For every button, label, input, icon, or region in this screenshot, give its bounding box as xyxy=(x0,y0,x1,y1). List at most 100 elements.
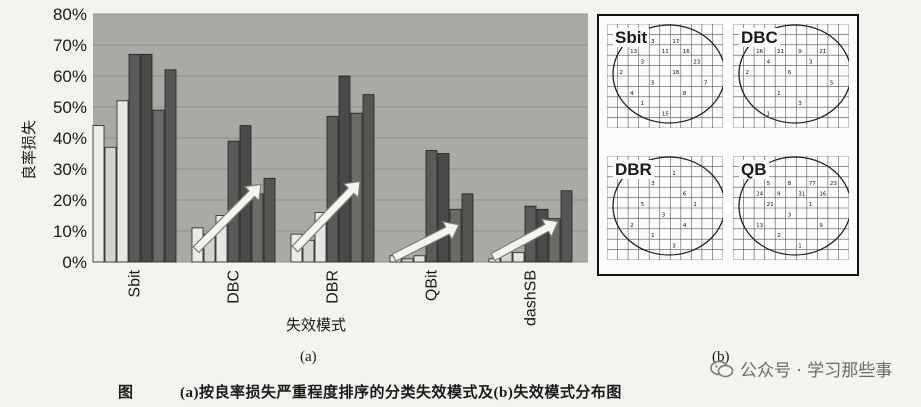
fail-count: 11 xyxy=(662,49,669,55)
bar xyxy=(227,140,240,263)
wafer-map-title: Sbit xyxy=(613,28,650,47)
fail-count: 16 xyxy=(819,192,826,198)
y-axis-label: 良率损失 xyxy=(20,120,38,180)
y-tick-label: 10% xyxy=(53,222,87,241)
fail-count: 5 xyxy=(651,80,655,86)
figure-caption: 图 (a)按良率损失严重程度排序的分类失效模式及(b)失效模式分布图 xyxy=(0,381,921,402)
wafer-map-dbr: 1 3 6 5 1 3 2 4 1 3 DBR xyxy=(607,156,723,260)
fail-count: 6 xyxy=(683,192,687,198)
x-tick-labels: Sbit DBC DBR QBit dashSB xyxy=(127,269,540,326)
bar xyxy=(401,258,414,263)
wafer-map-sbit: 3 17 13 11 16 3 23 2 18 5 7 4 8 15 1 Sbit xyxy=(607,24,723,128)
fail-count: 8 xyxy=(788,181,792,187)
bar xyxy=(461,193,474,263)
bar xyxy=(116,100,129,263)
fail-count: 3 xyxy=(809,60,813,66)
fail-count: 2 xyxy=(620,70,624,76)
fail-count: 3 xyxy=(662,212,666,218)
fail-count: 17 xyxy=(672,39,679,45)
y-tick-label: 80% xyxy=(53,5,87,24)
bar xyxy=(326,115,339,263)
fail-count: 6 xyxy=(788,70,792,76)
fail-count: 1 xyxy=(641,101,645,107)
wafer-map-grid: 3 17 13 11 16 3 23 2 18 5 7 4 8 15 1 xyxy=(607,24,723,128)
fail-count: 3 xyxy=(651,181,655,187)
fail-count: 31 xyxy=(798,192,805,198)
bar xyxy=(425,149,438,263)
trend-arrow xyxy=(291,180,361,253)
fail-count: 23 xyxy=(830,181,837,187)
x-tick-label: DBR xyxy=(325,270,342,304)
fail-count: 21 xyxy=(767,202,774,208)
watermark: 公众号 · 学习那些事 xyxy=(710,356,892,381)
fail-count: 1 xyxy=(798,244,802,250)
fail-count: 5 xyxy=(641,202,645,208)
wafer-outline xyxy=(738,24,849,124)
y-tick-label: 30% xyxy=(53,160,87,179)
wafer-map-title: QB xyxy=(739,160,769,179)
bar xyxy=(251,193,264,263)
wafer-map-qb: 5 8 77 23 24 9 31 16 21 1 3 13 9 2 1 QB xyxy=(733,156,849,260)
x-tick-label: Sbit xyxy=(127,269,144,297)
bar xyxy=(314,211,327,263)
wafer-outline xyxy=(738,156,849,256)
fail-count: 1 xyxy=(693,202,697,208)
fail-count: 4 xyxy=(767,60,771,66)
bar xyxy=(263,177,276,263)
fail-count: 1 xyxy=(672,171,676,177)
fail-count: 4 xyxy=(683,223,687,229)
bar xyxy=(215,215,228,263)
panel-a-label: (a) xyxy=(300,349,317,365)
fail-count: 9 xyxy=(819,223,823,229)
bar xyxy=(512,252,525,263)
trend-arrow xyxy=(192,183,262,254)
bar xyxy=(128,53,141,263)
bar xyxy=(413,255,426,263)
bar xyxy=(362,94,375,263)
fail-count: 2 xyxy=(777,233,781,239)
fail-count: 16 xyxy=(756,49,763,55)
fail-count: 2 xyxy=(630,223,634,229)
y-tick-label: 50% xyxy=(53,98,87,117)
bar xyxy=(140,53,153,263)
wafer-outline xyxy=(612,156,723,256)
x-tick-label: DBC xyxy=(226,270,243,304)
fail-count: 23 xyxy=(693,60,700,66)
wafer-outline xyxy=(612,24,723,124)
wafer-map-dbc: 16 21 9 21 4 3 2 6 5 1 3 1 DBC xyxy=(733,24,849,128)
y-tick-label: 0% xyxy=(62,253,87,272)
x-tick-label: dashSB xyxy=(523,270,540,326)
wafer-map-title: DBC xyxy=(739,28,780,47)
fail-count: 9 xyxy=(798,49,802,55)
fail-count: 3 xyxy=(651,39,655,45)
fail-count: 1 xyxy=(777,91,781,97)
bar xyxy=(437,153,450,263)
fail-count: 7 xyxy=(704,80,708,86)
bar xyxy=(164,69,177,263)
trend-arrow xyxy=(490,218,559,262)
fail-count: 5 xyxy=(767,181,771,187)
bar xyxy=(548,218,561,263)
y-tick-labels: 0% 10% 20% 30% 40% 50% 60% 70% 80% xyxy=(53,5,87,272)
caption-text: 图 (a)按良率损失严重程度排序的分类失效模式及(b)失效模式分布图 xyxy=(118,385,622,401)
fail-count: 3 xyxy=(798,101,802,107)
fail-count: 4 xyxy=(630,91,634,97)
fail-count: 8 xyxy=(683,91,687,97)
fail-count: 1 xyxy=(809,202,813,208)
y-tick-label: 60% xyxy=(53,67,87,86)
fail-count: 1 xyxy=(767,112,771,118)
wafer-map-title: DBR xyxy=(613,160,654,179)
fail-count: 2 xyxy=(746,70,750,76)
fail-count: 3 xyxy=(672,244,676,250)
bar xyxy=(338,75,351,263)
x-tick-label: QBit xyxy=(424,269,441,301)
wafer-map-grid: 16 21 9 21 4 3 2 6 5 1 3 1 xyxy=(733,24,849,128)
y-tick-label: 40% xyxy=(53,129,87,148)
fail-count: 77 xyxy=(809,181,816,187)
trend-arrows xyxy=(192,180,559,263)
fail-count: 1 xyxy=(651,233,655,239)
bar xyxy=(560,190,573,263)
fail-count: 13 xyxy=(756,223,763,229)
fail-count: 5 xyxy=(830,80,834,86)
trend-arrow xyxy=(391,220,460,263)
